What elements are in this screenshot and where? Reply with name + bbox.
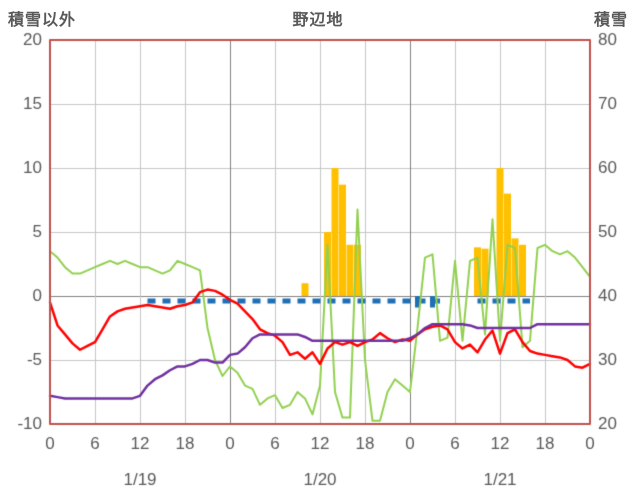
weather-chart-page: 積雪以外 野辺地 積雪 bbox=[0, 0, 636, 501]
weather-chart-canvas bbox=[0, 0, 636, 501]
